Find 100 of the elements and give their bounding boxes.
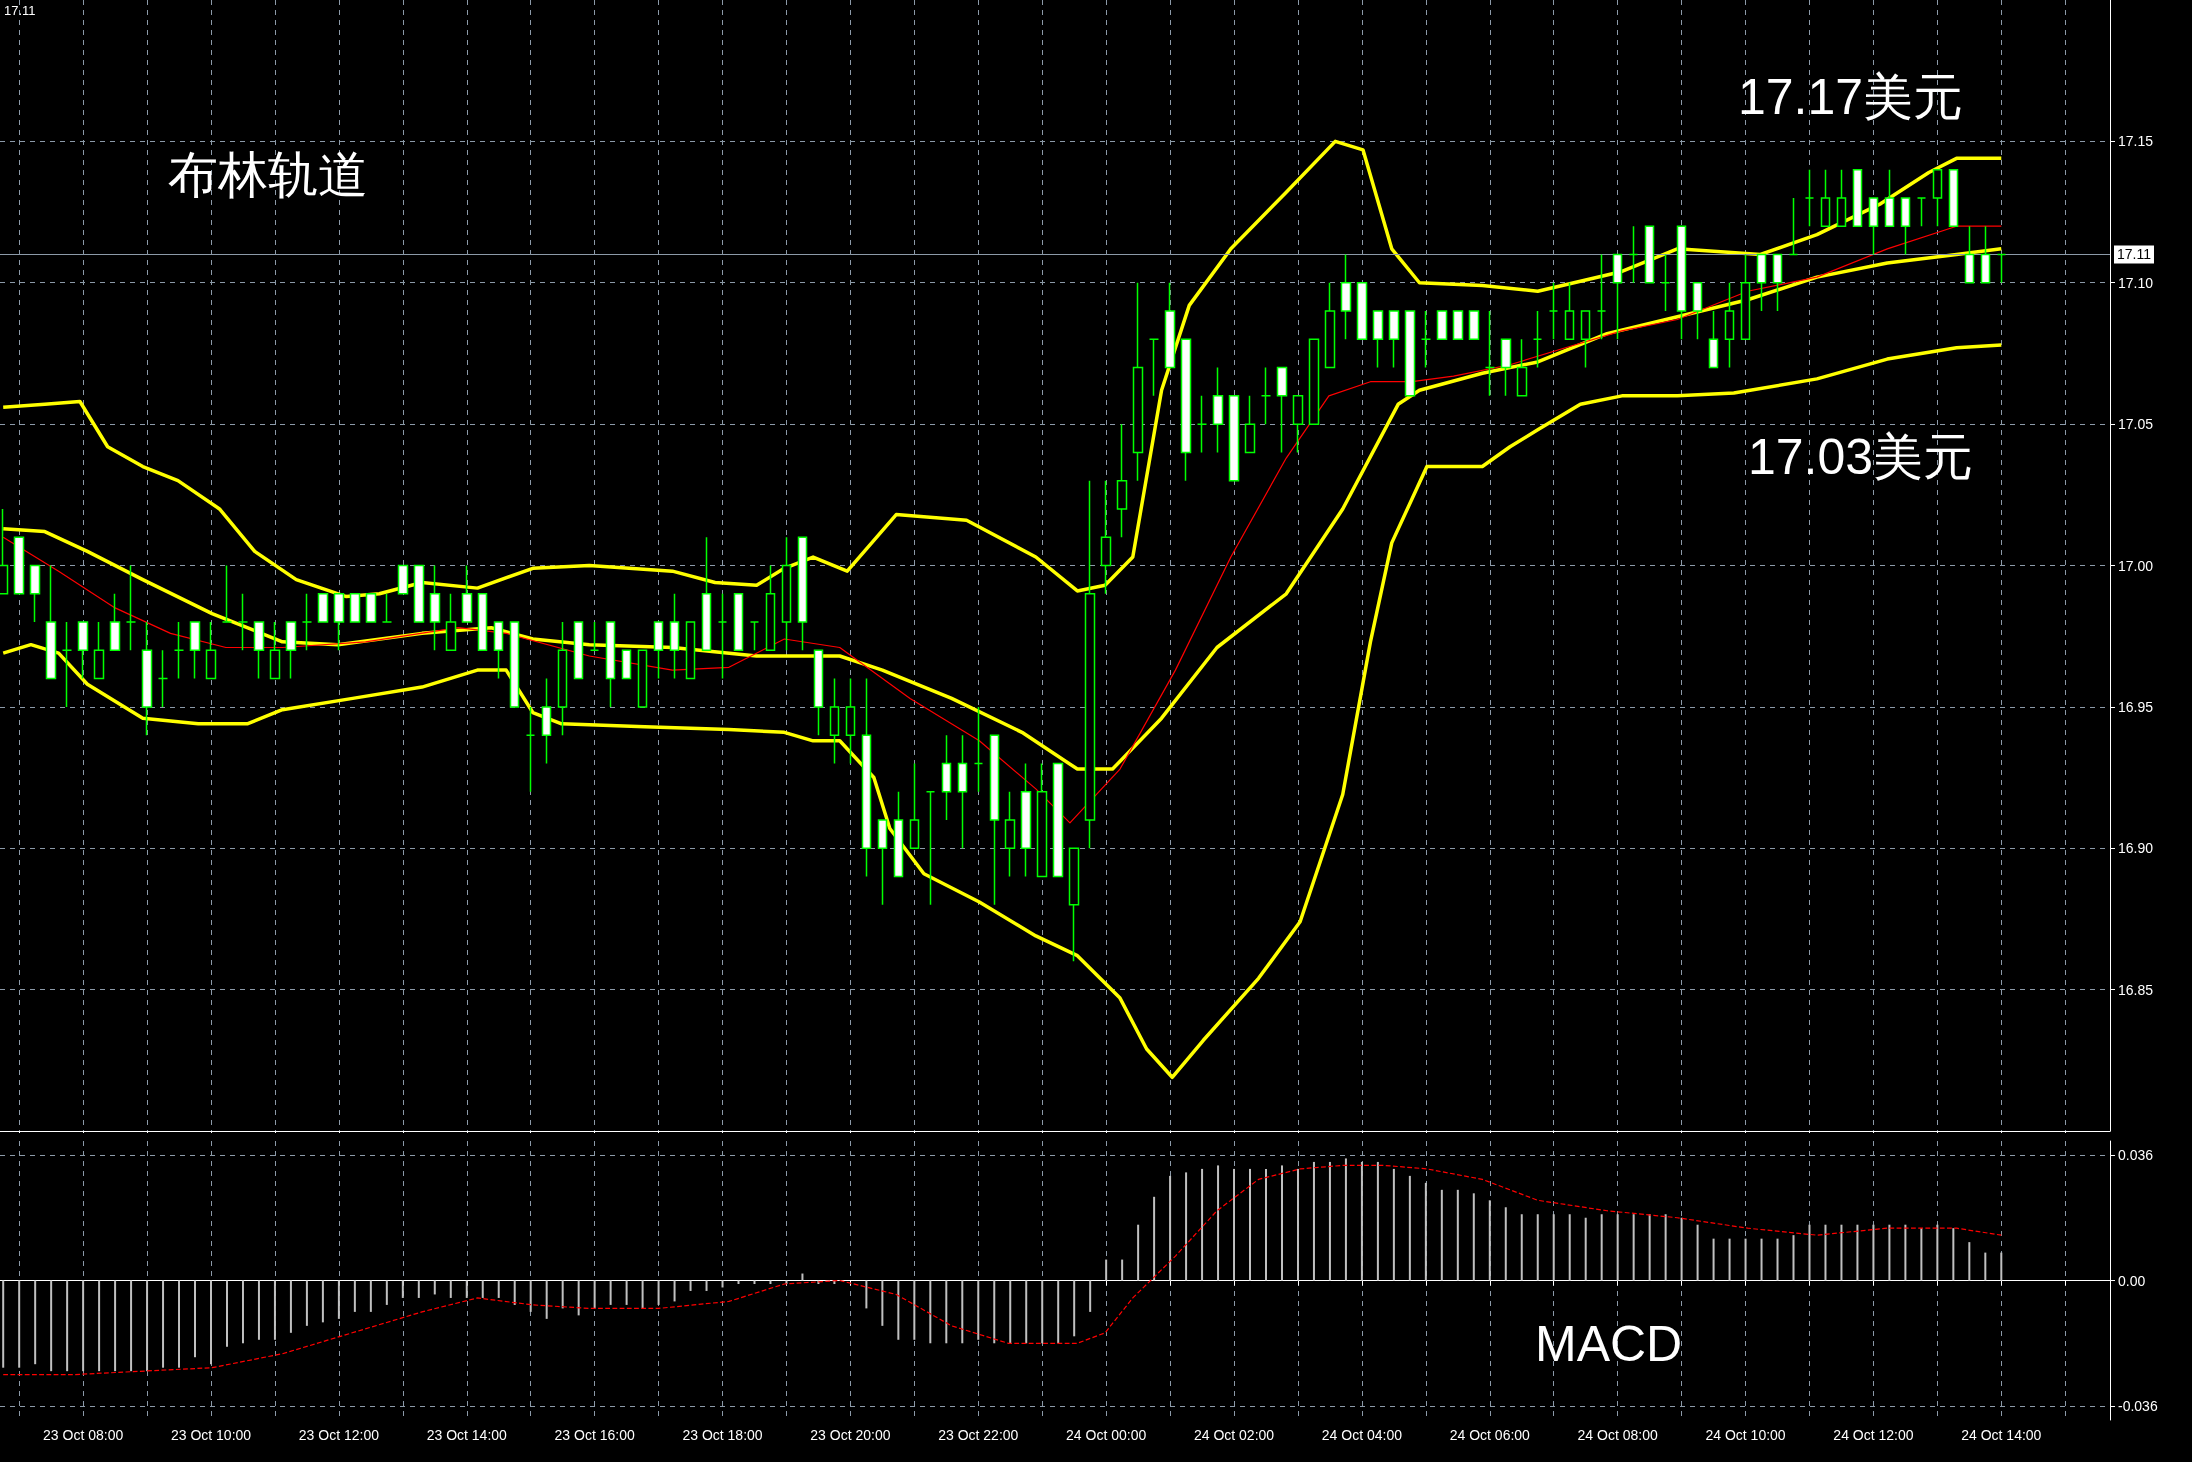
x-tick-label: 24 Oct 12:00 — [1833, 1427, 1914, 1443]
bar — [1073, 1280, 1076, 1337]
bar — [2000, 1252, 2003, 1281]
candlestick — [109, 593, 121, 652]
bar — [1121, 1259, 1124, 1281]
bar — [1105, 1259, 1108, 1281]
bar — [1408, 1175, 1411, 1281]
bar — [1520, 1214, 1523, 1281]
bar — [130, 1280, 133, 1372]
candlestick — [141, 621, 153, 736]
candlestick — [1468, 310, 1480, 341]
bar — [609, 1280, 612, 1305]
bar — [1009, 1280, 1012, 1344]
candlestick — [1452, 310, 1464, 341]
candlestick — [93, 621, 105, 680]
x-tick-label: 24 Oct 08:00 — [1577, 1427, 1658, 1443]
candlestick — [765, 564, 776, 652]
candlestick — [621, 649, 632, 680]
bar — [1344, 1158, 1347, 1281]
bar — [1792, 1235, 1795, 1281]
bar — [897, 1280, 900, 1340]
bar — [114, 1280, 117, 1372]
bar — [50, 1280, 53, 1372]
candlestick — [1724, 282, 1735, 369]
bar — [497, 1280, 500, 1298]
bar — [1760, 1238, 1763, 1281]
candlestick — [1020, 762, 1032, 878]
bar — [1392, 1168, 1395, 1281]
candlestick — [1692, 282, 1703, 341]
candlestick — [877, 819, 888, 906]
bar — [1952, 1228, 1955, 1281]
bar — [210, 1280, 212, 1365]
bar — [1840, 1224, 1843, 1281]
bar — [1648, 1214, 1651, 1281]
bar — [865, 1280, 868, 1309]
candlestick — [1260, 366, 1272, 425]
candlestick — [1372, 310, 1384, 369]
candlestick — [1756, 253, 1767, 312]
annotation: 17.03美元 — [1748, 429, 1974, 485]
bar — [194, 1280, 197, 1358]
bar — [961, 1280, 964, 1344]
candlestick — [1500, 338, 1512, 397]
candlestick — [349, 593, 361, 623]
candlestick — [1276, 366, 1288, 454]
y-tick-label: 0.00 — [2118, 1272, 2146, 1289]
bar — [513, 1280, 516, 1305]
candlestick — [1308, 338, 1320, 425]
candlestick — [1708, 310, 1719, 369]
candlestick — [973, 706, 984, 793]
candlestick — [509, 621, 520, 708]
candlestick — [269, 621, 281, 680]
bar — [593, 1280, 596, 1309]
x-tick-label: 23 Oct 18:00 — [682, 1427, 763, 1443]
candlestick — [1292, 395, 1304, 454]
bar — [641, 1280, 644, 1309]
bar — [1153, 1196, 1156, 1281]
y-tick-label: 17.05 — [2118, 416, 2154, 433]
candlestick — [1980, 225, 1991, 284]
candlestick — [653, 621, 664, 680]
y-tick-label: 17.10 — [2118, 274, 2154, 291]
bar — [353, 1280, 356, 1312]
bar — [881, 1280, 884, 1326]
bar — [1312, 1161, 1315, 1281]
candlestick — [1324, 282, 1336, 369]
bar — [1936, 1224, 1939, 1281]
candlestick — [1484, 310, 1496, 397]
bar — [1568, 1214, 1571, 1281]
bar — [1664, 1214, 1667, 1281]
candlestick — [589, 621, 600, 652]
candlestick — [1052, 762, 1064, 878]
y-tick-label: 0.036 — [2118, 1146, 2154, 1163]
candlestick — [477, 593, 488, 652]
bar — [385, 1280, 388, 1305]
bar — [82, 1280, 85, 1372]
bar — [801, 1273, 804, 1281]
candlestick — [189, 621, 201, 680]
bar — [34, 1280, 37, 1365]
bar — [1025, 1280, 1028, 1344]
y-tick-label: 16.90 — [2118, 840, 2154, 857]
candlestick — [573, 621, 584, 680]
candlestick — [749, 621, 760, 652]
candlestick — [1836, 168, 1847, 227]
candlestick — [941, 734, 952, 821]
x-tick-label: 24 Oct 04:00 — [1321, 1427, 1403, 1443]
bar — [977, 1280, 980, 1340]
candlestick — [493, 621, 504, 680]
bar — [657, 1280, 660, 1305]
candlestick — [925, 790, 936, 906]
bar — [1360, 1161, 1363, 1281]
candlestick — [1212, 366, 1224, 454]
candlestick — [557, 621, 568, 736]
bar — [1296, 1168, 1299, 1281]
bar — [1696, 1224, 1699, 1281]
x-tick-label: 23 Oct 22:00 — [938, 1427, 1019, 1443]
bar — [1249, 1168, 1252, 1281]
bar — [162, 1280, 165, 1368]
candlestick — [157, 649, 169, 708]
bar — [66, 1280, 69, 1372]
candlestick — [1676, 225, 1687, 341]
bar — [529, 1280, 532, 1312]
